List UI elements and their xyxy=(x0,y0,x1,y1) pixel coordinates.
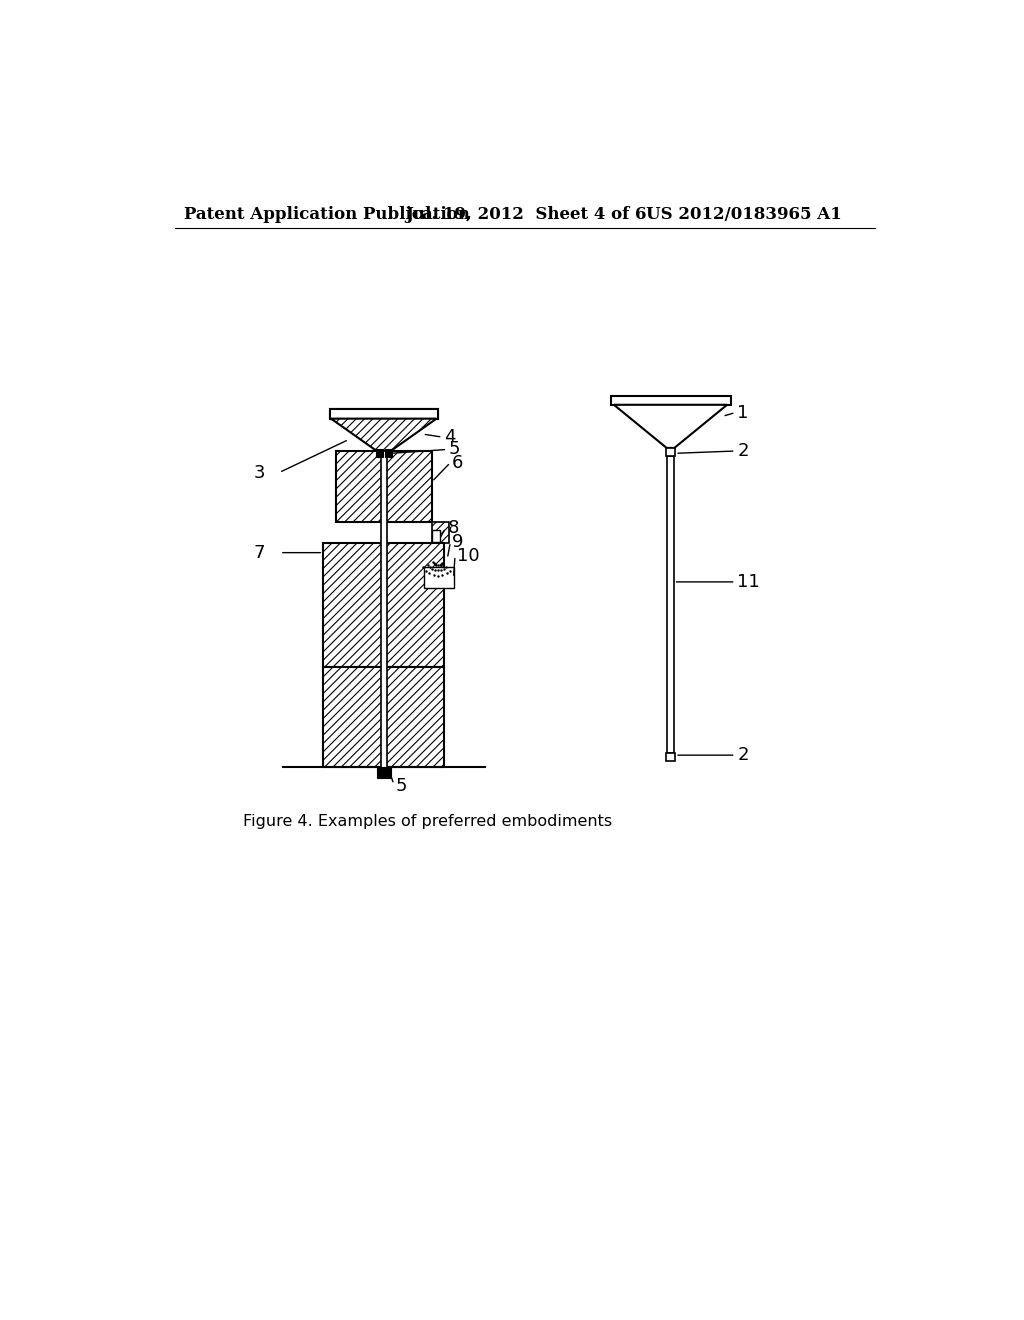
Text: 5: 5 xyxy=(449,441,461,458)
Text: 10: 10 xyxy=(457,546,479,565)
Text: 11: 11 xyxy=(737,573,760,591)
Bar xyxy=(666,752,675,760)
Bar xyxy=(666,447,675,455)
Text: 5: 5 xyxy=(395,777,407,795)
Bar xyxy=(330,409,438,418)
Bar xyxy=(611,396,731,405)
Bar xyxy=(424,566,454,589)
Bar xyxy=(385,449,391,457)
Bar xyxy=(324,667,444,767)
Bar xyxy=(336,451,432,521)
Text: 9: 9 xyxy=(452,533,464,550)
Text: 3: 3 xyxy=(254,463,265,482)
Text: 1: 1 xyxy=(737,404,749,421)
Text: US 2012/0183965 A1: US 2012/0183965 A1 xyxy=(646,206,842,223)
Bar xyxy=(381,451,387,779)
Text: Patent Application Publication: Patent Application Publication xyxy=(183,206,470,223)
Polygon shape xyxy=(614,405,727,447)
Text: 4: 4 xyxy=(444,428,456,446)
Text: 2: 2 xyxy=(737,442,749,459)
Text: 8: 8 xyxy=(447,519,459,537)
Text: Figure 4. Examples of preferred embodiments: Figure 4. Examples of preferred embodime… xyxy=(243,814,611,829)
Text: Jul. 19, 2012  Sheet 4 of 6: Jul. 19, 2012 Sheet 4 of 6 xyxy=(406,206,647,223)
Text: 6: 6 xyxy=(452,454,463,471)
Bar xyxy=(376,449,383,457)
Bar xyxy=(432,521,449,544)
Bar xyxy=(324,544,444,667)
Bar xyxy=(330,409,438,418)
Text: 7: 7 xyxy=(254,544,265,561)
Bar xyxy=(668,455,674,752)
Bar xyxy=(432,529,439,543)
Bar xyxy=(377,767,391,779)
Polygon shape xyxy=(331,418,436,451)
Text: 2: 2 xyxy=(737,746,749,764)
